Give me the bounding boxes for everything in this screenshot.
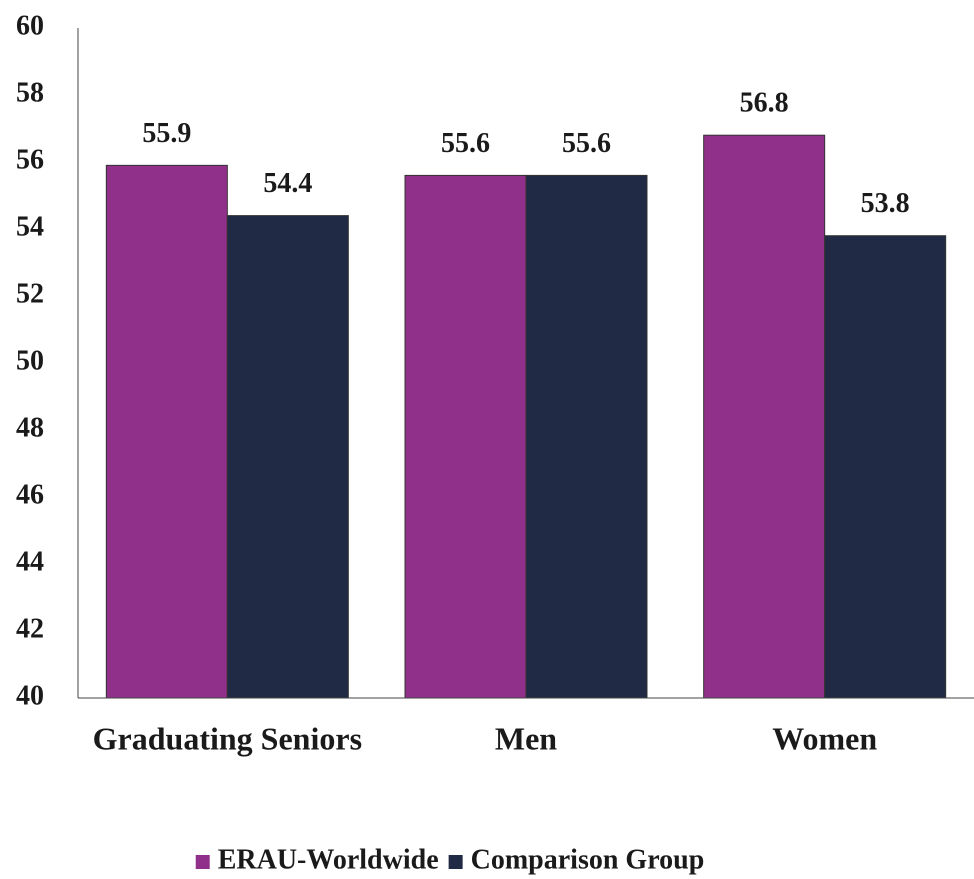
bar <box>105 164 228 699</box>
y-tick-label: 60 <box>16 10 44 41</box>
data-label: 55.6 <box>441 128 490 159</box>
legend-label: Comparison Group <box>471 844 705 875</box>
x-tick-label: Graduating Seniors <box>93 720 362 756</box>
bar <box>226 215 349 699</box>
x-tick-label: Women <box>772 720 877 756</box>
x-tick-label: Men <box>495 720 557 756</box>
y-tick-label: 58 <box>16 77 44 108</box>
bar <box>824 235 947 699</box>
y-tick-label: 42 <box>16 613 44 644</box>
bar <box>525 174 648 699</box>
legend-label: ERAU-Worldwide <box>218 844 439 875</box>
legend-swatch <box>195 855 210 869</box>
data-label: 55.9 <box>142 118 191 149</box>
data-label: 54.4 <box>263 168 312 199</box>
y-tick-label: 52 <box>16 278 44 309</box>
y-tick-label: 44 <box>16 546 44 577</box>
data-label: 55.6 <box>562 128 611 159</box>
y-tick-label: 40 <box>16 680 44 711</box>
bar <box>703 134 826 699</box>
y-tick-label: 50 <box>16 345 44 376</box>
bar <box>404 174 527 699</box>
y-tick-label: 56 <box>16 144 44 175</box>
data-label: 56.8 <box>740 88 789 119</box>
y-tick-label: 48 <box>16 412 44 443</box>
data-label: 53.8 <box>861 188 910 219</box>
legend-swatch <box>448 855 463 869</box>
y-tick-label: 46 <box>16 479 44 510</box>
y-tick-label: 54 <box>16 211 44 242</box>
